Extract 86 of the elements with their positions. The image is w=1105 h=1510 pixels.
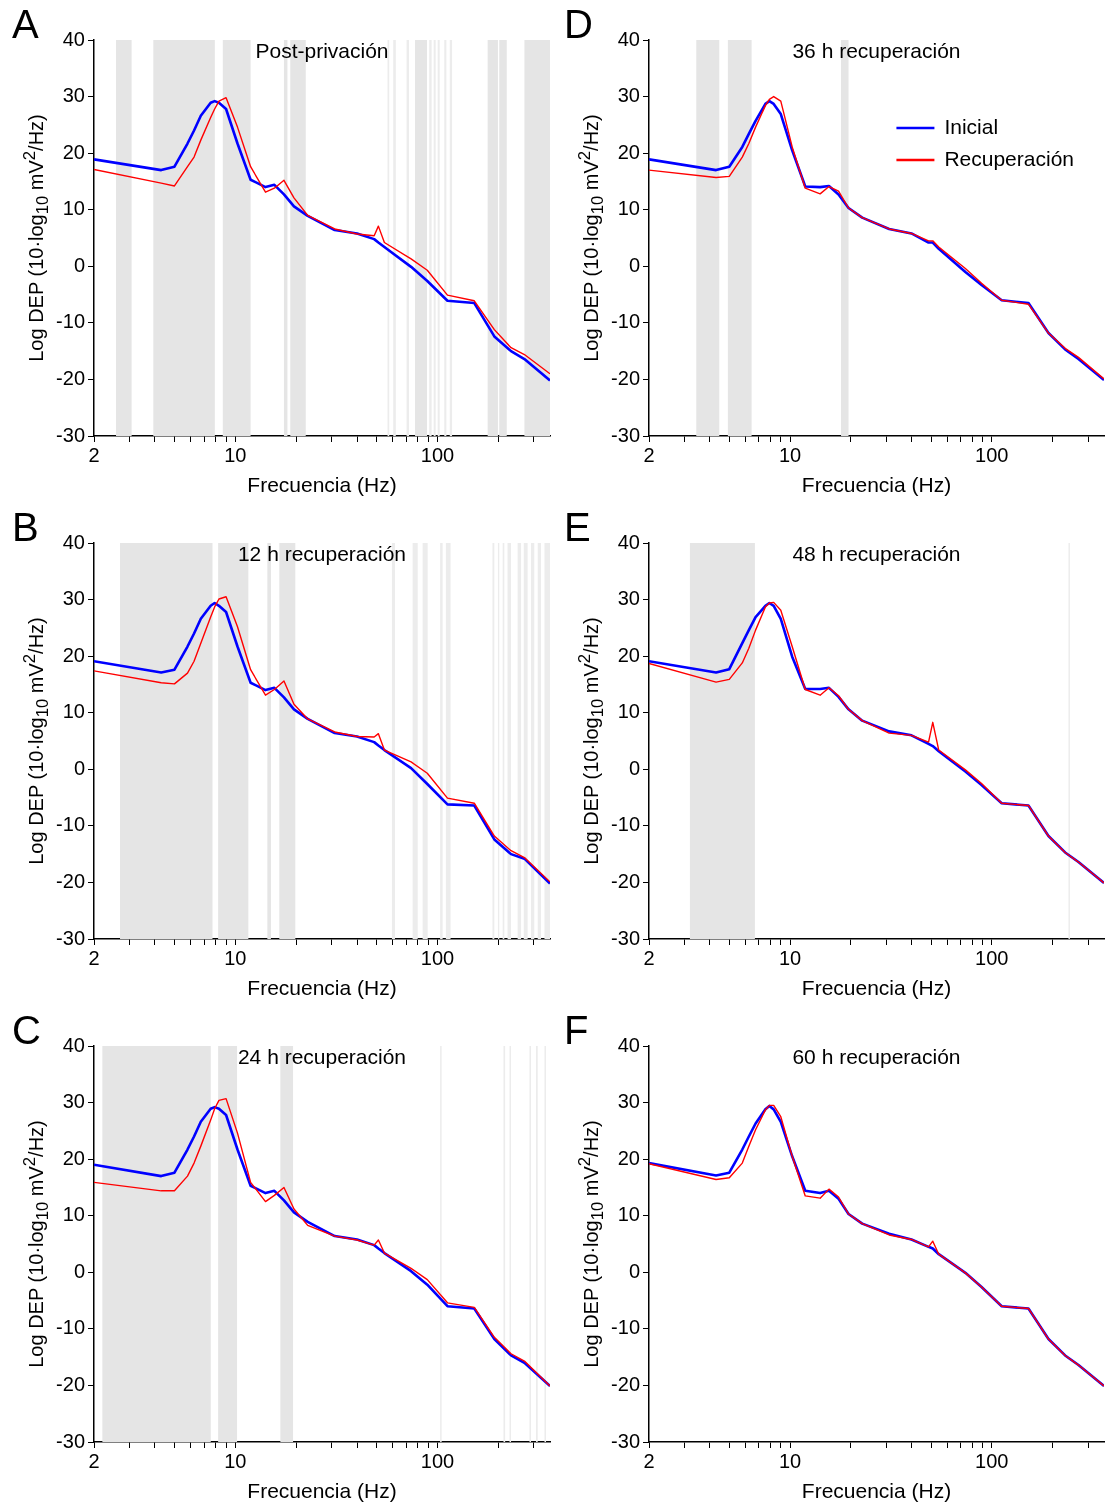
y-tick-label: 0 [628,253,640,276]
y-tick-label: 0 [73,756,85,779]
chart-title: Post-privación [255,39,389,63]
y-tick-label: -20 [56,1372,85,1395]
x-tick-label: 2 [643,1449,655,1472]
x-tick-label: 100 [420,946,455,969]
y-tick-label: 40 [62,1033,85,1056]
x-tick-label: 100 [975,443,1009,466]
legend-label: Recuperación [944,146,1075,170]
chart-title: 48 h recuperación [792,542,961,566]
x-tick-label: 10 [224,1449,247,1472]
y-tick-label: 20 [62,140,85,163]
text: E [564,505,591,549]
y-tick-label: 30 [62,84,85,107]
x-tick-label: 100 [420,1449,455,1472]
x-tick-label: 100 [975,1449,1009,1472]
y-tick-label: -30 [611,1429,640,1452]
legend-label: Inicial [944,114,999,138]
x-tick-label: 100 [975,946,1009,969]
y-tick-label: 10 [617,700,640,723]
y-tick-label: 20 [62,643,85,666]
x-tick-label: 10 [778,443,802,466]
y-tick-label: 40 [617,1033,640,1056]
y-tick-label: 30 [62,1090,85,1113]
x-tick-label: 100 [420,443,455,466]
x-tick-label: 2 [643,443,655,466]
y-tick-label: -10 [611,1316,640,1339]
y-tick-label: -20 [56,366,85,389]
y-tick-label: 10 [617,197,640,220]
y-tick-label: 20 [62,1146,85,1169]
y-tick-label: -10 [56,813,85,836]
chart-title: 60 h recuperación [792,1045,961,1069]
chart-title: 24 h recuperación [237,1045,407,1069]
y-tick-label: 10 [62,1203,85,1226]
y-tick-label: 30 [617,84,640,107]
x-axis-title: Frecuencia (Hz) [247,473,397,497]
y-tick-label: 30 [62,587,85,610]
y-tick-label: -20 [611,366,640,389]
y-tick-label: 0 [73,1259,85,1282]
y-tick-label: -30 [56,1429,85,1452]
y-tick-label: -10 [56,1316,85,1339]
x-axis-title: Frecuencia (Hz) [801,976,952,1000]
chart-title: 12 h recuperación [237,542,407,566]
y-tick-label: 40 [62,530,85,553]
x-tick-label: 2 [88,946,100,969]
text: A [12,2,39,46]
y-tick-label: -30 [56,423,85,446]
y-tick-label: 10 [617,1203,640,1226]
y-tick-label: 30 [617,587,640,610]
x-tick-label: 10 [224,946,247,969]
y-tick-label: 10 [62,700,85,723]
text: C [12,1008,41,1052]
x-axis-title: Frecuencia (Hz) [801,1479,952,1503]
y-tick-label: -10 [611,813,640,836]
chart-title: 36 h recuperación [792,39,961,63]
x-tick-label: 2 [88,1449,100,1472]
x-tick-label: 10 [778,1449,802,1472]
y-tick-label: 0 [73,253,85,276]
y-tick-label: 0 [628,756,640,779]
y-tick-label: -20 [611,1372,640,1395]
y-tick-label: -10 [56,310,85,333]
y-tick-label: 40 [62,27,85,50]
y-tick-label: 10 [62,197,85,220]
x-tick-label: 10 [778,946,802,969]
x-tick-label: 2 [88,443,100,466]
text: B [12,505,39,549]
text: D [564,2,593,46]
y-tick-label: 40 [617,27,640,50]
y-tick-label: 40 [617,530,640,553]
y-tick-label: -30 [611,926,640,949]
y-tick-label: -30 [611,423,640,446]
x-axis-title: Frecuencia (Hz) [801,473,952,497]
y-tick-label: -20 [56,869,85,892]
y-tick-label: 20 [617,140,640,163]
x-tick-label: 2 [643,946,655,969]
y-tick-label: 20 [617,643,640,666]
x-axis-title: Frecuencia (Hz) [247,976,397,1000]
y-tick-label: 20 [617,1146,640,1169]
y-tick-label: 0 [628,1259,640,1282]
y-tick-label: 30 [617,1090,640,1113]
y-tick-label: -30 [56,926,85,949]
x-axis-title: Frecuencia (Hz) [247,1479,397,1503]
y-tick-label: -10 [611,310,640,333]
x-tick-label: 10 [224,443,247,466]
y-tick-label: -20 [611,869,640,892]
text: F [564,1008,589,1052]
